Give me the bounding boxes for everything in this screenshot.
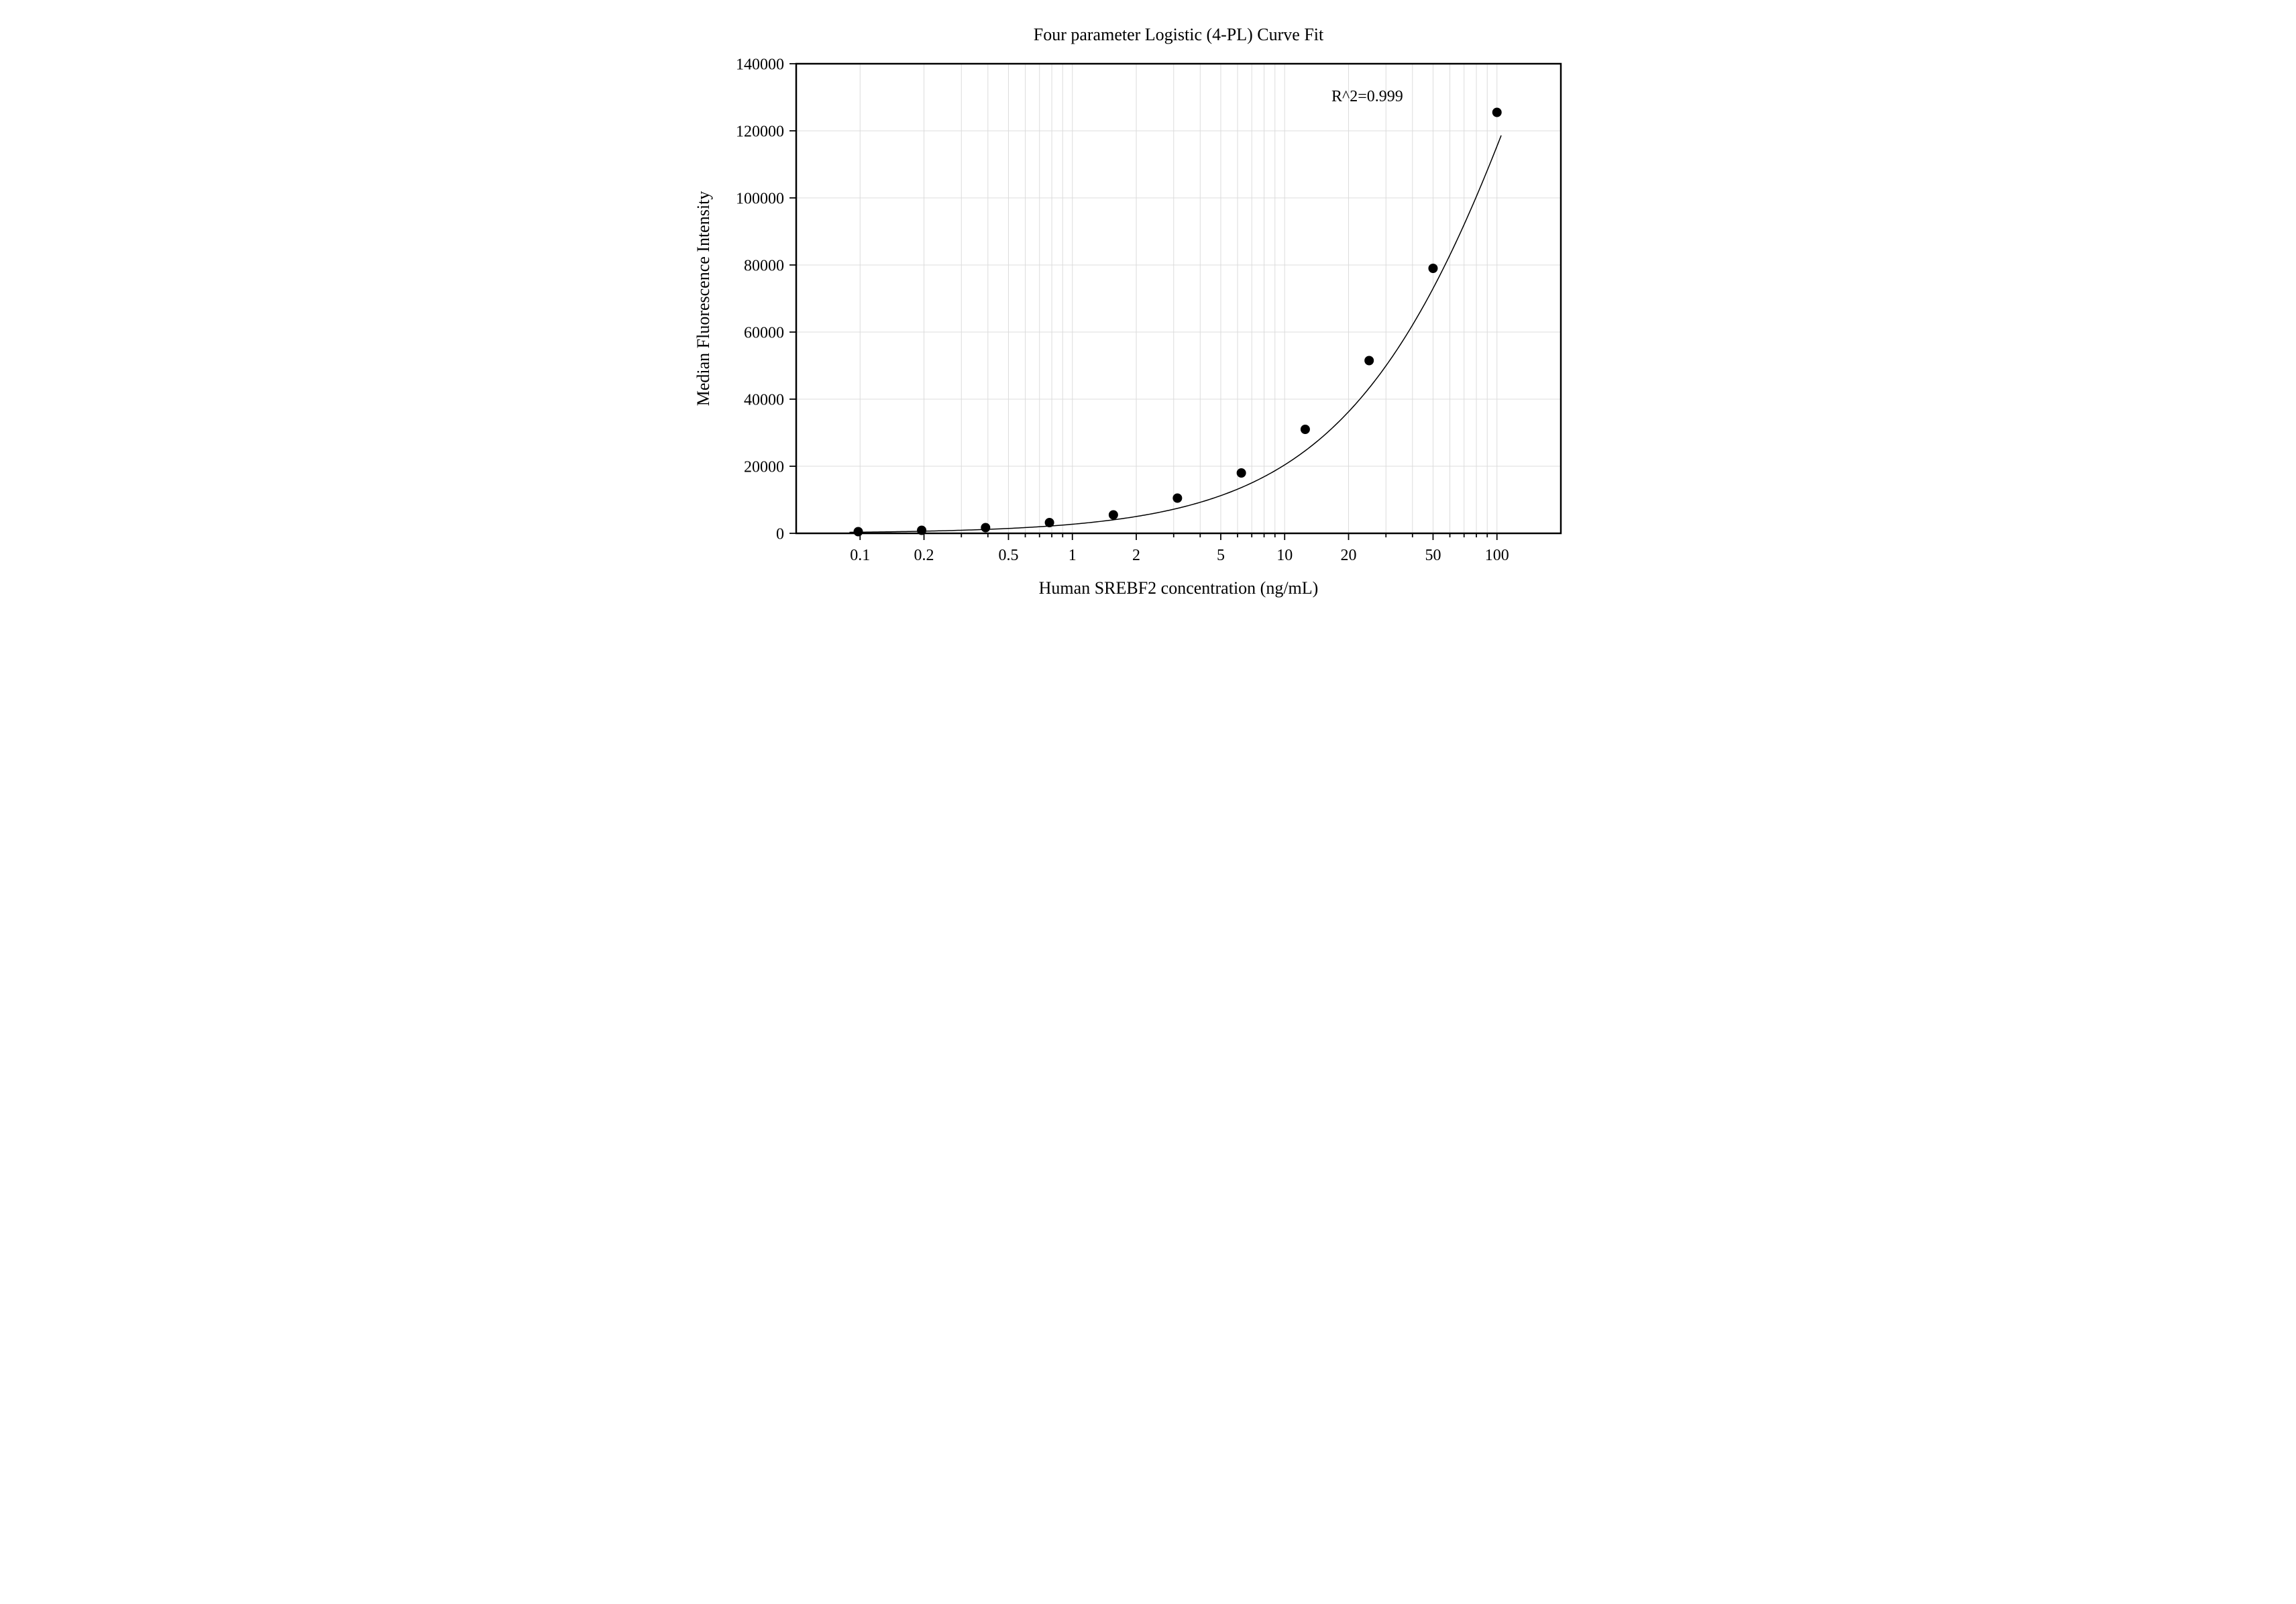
y-tick-label: 100000 xyxy=(736,190,784,207)
chart-svg: 0.1 0.2 0.5 1 2 5 10 20 50 100 0 20000 40000 60000 800… xyxy=(645,0,1651,703)
data-point xyxy=(1364,356,1373,365)
data-point xyxy=(1237,469,1246,478)
x-axis-label: Human SREBF2 concentration (ng/mL) xyxy=(1038,578,1318,598)
x-tick-label: 0.2 xyxy=(914,547,934,564)
data-point xyxy=(1301,425,1309,434)
x-tick-label: 50 xyxy=(1425,547,1441,564)
x-tick-label: 1 xyxy=(1068,547,1076,564)
data-point xyxy=(853,527,862,536)
y-tick-label: 120000 xyxy=(736,123,784,140)
y-tick-label: 20000 xyxy=(744,458,784,476)
y-tick-label: 80000 xyxy=(744,257,784,274)
x-tick-label: 5 xyxy=(1216,547,1224,564)
data-point xyxy=(917,526,926,535)
data-point xyxy=(1045,519,1054,527)
data-point xyxy=(1428,264,1437,273)
y-tick-label: 140000 xyxy=(736,56,784,73)
data-point xyxy=(1109,511,1117,519)
x-tick-label: 20 xyxy=(1340,547,1356,564)
data-point xyxy=(981,523,989,532)
r-squared-annotation: R^2=0.999 xyxy=(1331,88,1403,105)
x-tick-label: 0.5 xyxy=(998,547,1018,564)
y-axis-label: Median Fluorescence Intensity xyxy=(694,191,713,407)
x-tick-label: 0.1 xyxy=(850,547,870,564)
data-point xyxy=(1172,494,1181,502)
x-tick-label: 2 xyxy=(1132,547,1140,564)
y-tick-label: 60000 xyxy=(744,324,784,341)
x-tick-label: 100 xyxy=(1484,547,1509,564)
y-tick-label: 40000 xyxy=(744,391,784,409)
chart-container: 0.1 0.2 0.5 1 2 5 10 20 50 100 0 20000 40000 60000 800… xyxy=(645,0,1651,703)
x-tick-label: 10 xyxy=(1276,547,1293,564)
chart-title: Four parameter Logistic (4-PL) Curve Fit xyxy=(1033,25,1323,44)
y-tick-label: 0 xyxy=(776,525,784,543)
data-point xyxy=(1492,108,1501,117)
